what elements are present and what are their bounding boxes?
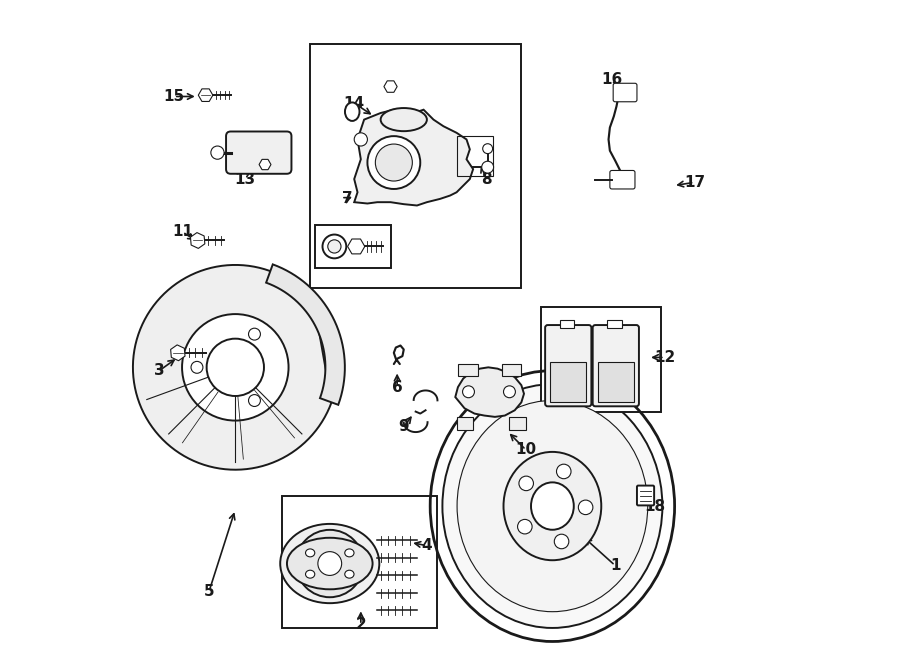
Ellipse shape	[296, 530, 364, 597]
Ellipse shape	[280, 524, 379, 603]
Ellipse shape	[457, 401, 648, 612]
Polygon shape	[133, 265, 331, 470]
Circle shape	[248, 395, 260, 406]
Ellipse shape	[318, 551, 342, 575]
Ellipse shape	[519, 476, 534, 491]
Text: 6: 6	[392, 379, 402, 395]
Ellipse shape	[287, 538, 373, 589]
Bar	[608, 320, 622, 328]
Ellipse shape	[556, 464, 571, 479]
Circle shape	[463, 386, 474, 398]
Ellipse shape	[579, 500, 593, 514]
Circle shape	[248, 328, 260, 340]
Ellipse shape	[381, 108, 427, 131]
Bar	[456, 417, 473, 430]
Text: 15: 15	[163, 89, 184, 104]
Text: 12: 12	[654, 350, 675, 365]
Text: 17: 17	[684, 175, 705, 190]
Polygon shape	[501, 364, 521, 376]
Circle shape	[375, 144, 412, 181]
Circle shape	[322, 234, 346, 258]
Ellipse shape	[305, 549, 315, 557]
Polygon shape	[191, 232, 205, 248]
Bar	[315, 225, 391, 268]
FancyBboxPatch shape	[637, 486, 654, 505]
Bar	[509, 417, 526, 430]
Polygon shape	[198, 89, 212, 101]
Bar	[598, 362, 634, 402]
Ellipse shape	[345, 570, 354, 578]
Text: 7: 7	[342, 191, 353, 207]
Circle shape	[355, 133, 367, 146]
Text: 14: 14	[344, 95, 364, 111]
Circle shape	[482, 144, 492, 154]
Text: 8: 8	[481, 171, 491, 187]
Circle shape	[191, 361, 202, 373]
FancyBboxPatch shape	[593, 325, 639, 406]
Polygon shape	[355, 110, 473, 205]
Text: 5: 5	[203, 585, 214, 600]
FancyBboxPatch shape	[610, 171, 635, 189]
Text: 2: 2	[356, 618, 366, 632]
Circle shape	[503, 386, 516, 398]
Text: 13: 13	[235, 171, 256, 187]
Circle shape	[482, 162, 493, 173]
Ellipse shape	[531, 483, 574, 530]
Bar	[282, 496, 436, 628]
Polygon shape	[455, 367, 524, 417]
Circle shape	[328, 240, 341, 253]
Ellipse shape	[305, 570, 315, 578]
Polygon shape	[384, 81, 397, 92]
Text: 9: 9	[399, 419, 410, 434]
Ellipse shape	[207, 339, 264, 396]
Bar	[551, 362, 586, 402]
Bar	[560, 320, 574, 328]
Text: 16: 16	[601, 72, 623, 87]
Text: 4: 4	[421, 538, 432, 553]
Ellipse shape	[345, 549, 354, 557]
Polygon shape	[458, 364, 478, 376]
FancyBboxPatch shape	[226, 132, 292, 173]
Text: 3: 3	[154, 363, 165, 378]
Bar	[310, 44, 521, 288]
FancyBboxPatch shape	[613, 83, 637, 102]
Ellipse shape	[554, 534, 569, 549]
Bar	[456, 136, 493, 175]
Circle shape	[367, 136, 420, 189]
FancyBboxPatch shape	[545, 325, 591, 406]
Polygon shape	[171, 345, 185, 361]
Circle shape	[211, 146, 224, 160]
Polygon shape	[347, 239, 365, 254]
Ellipse shape	[182, 314, 289, 420]
Bar	[541, 307, 662, 412]
Text: 11: 11	[172, 224, 193, 240]
Text: 1: 1	[610, 558, 620, 573]
Text: 10: 10	[516, 442, 536, 457]
Polygon shape	[259, 160, 271, 169]
Polygon shape	[266, 264, 345, 404]
Text: 18: 18	[644, 498, 665, 514]
Ellipse shape	[345, 103, 359, 121]
Ellipse shape	[518, 520, 532, 534]
Ellipse shape	[503, 452, 601, 560]
Ellipse shape	[443, 384, 662, 628]
